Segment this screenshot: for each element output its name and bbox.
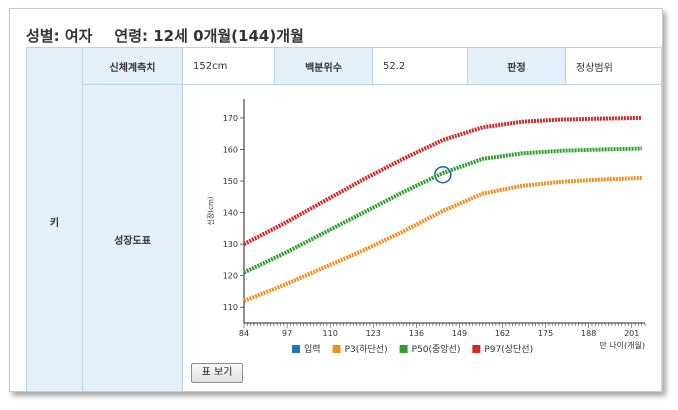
patient-info: 성별: 여자 연령: 12세 0개월(144)개월 xyxy=(26,25,326,46)
x-tick-label: 149 xyxy=(452,329,467,338)
y-axis-title: 신장(cm) xyxy=(206,196,215,225)
gender-label: 성별: 여자 xyxy=(26,27,93,45)
x-tick-label: 201 xyxy=(624,329,639,338)
growth-table: 키 신체계측치 152cm 백분위수 52.2 판정 정상범위 성장도표 84 9… xyxy=(26,47,662,391)
legend-swatch-P3 xyxy=(332,345,341,353)
judgment-label: 판정 xyxy=(467,47,566,85)
x-tick-label: 175 xyxy=(538,329,553,338)
percentile-label: 백분위수 xyxy=(274,47,373,85)
legend-swatch-입력 xyxy=(292,345,300,353)
legend-label-P50: P50(중앙선) xyxy=(412,343,461,355)
judgment-value: 정상범위 xyxy=(565,47,662,85)
x-tick-label: 162 xyxy=(495,329,510,338)
legend-label-P3: P3(하단선) xyxy=(345,344,388,355)
measure-label: 신체계측치 xyxy=(82,47,183,85)
view-table-button[interactable]: 표 보기 xyxy=(191,363,243,383)
report-panel: 성별: 여자 연령: 12세 0개월(144)개월 키 신체계측치 152cm 백… xyxy=(9,8,663,392)
y-tick-label: 140 xyxy=(223,209,238,218)
x-tick-label: 110 xyxy=(323,329,338,338)
x-tick-label: 188 xyxy=(581,329,596,338)
age-label: 연령: 12세 0개월(144)개월 xyxy=(114,27,304,45)
chart-row-label: 성장도표 xyxy=(82,84,183,391)
x-axis-title: 만 나이(개월) xyxy=(599,340,645,350)
chart-cell: 84 97 110 123 136 149 162 175 188 201 110 120 130 140… xyxy=(182,84,662,391)
y-tick-label: 130 xyxy=(223,240,238,249)
legend-label-입력: 입력 xyxy=(304,343,321,355)
y-tick-label: 170 xyxy=(223,114,238,123)
p50-line xyxy=(243,146,642,275)
row-label-height: 키 xyxy=(26,47,83,391)
p97-line xyxy=(243,115,642,246)
legend-swatch-P50 xyxy=(399,345,408,353)
y-tick-label: 110 xyxy=(223,303,238,312)
x-tick-label: 84 xyxy=(239,329,249,338)
percentile-value: 52.2 xyxy=(372,47,468,85)
x-tick-label: 136 xyxy=(409,329,424,338)
y-tick-label: 160 xyxy=(223,145,238,154)
measure-value: 152cm xyxy=(182,47,275,85)
y-tick-label: 150 xyxy=(223,177,238,186)
y-tick-label: 120 xyxy=(223,272,238,281)
x-tick-label: 123 xyxy=(366,329,381,338)
growth-chart: 84 97 110 123 136 149 162 175 188 201 110 120 130 140… xyxy=(206,99,646,355)
p3-line xyxy=(243,175,642,303)
x-tick-label: 97 xyxy=(282,329,292,338)
legend-swatch-P97 xyxy=(472,345,481,353)
legend-label-P97: P97(상단선) xyxy=(484,344,533,355)
